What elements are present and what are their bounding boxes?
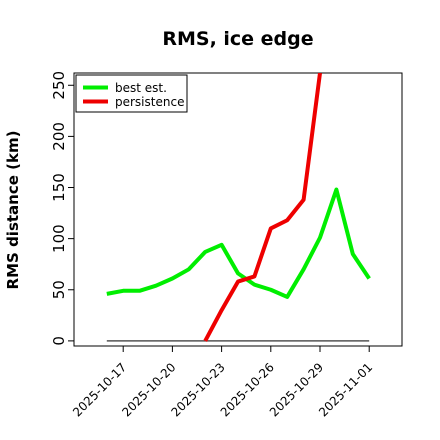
legend-label-best-est: best est. bbox=[115, 81, 167, 95]
y-tick-label: 150 bbox=[50, 173, 68, 202]
x-axis-ticks: 2025-10-172025-10-202025-10-232025-10-26… bbox=[70, 346, 375, 419]
y-tick-label: 100 bbox=[50, 224, 68, 253]
legend: best est. persistence bbox=[75, 74, 188, 113]
y-tick-label: 0 bbox=[50, 336, 68, 346]
series-line-best-est bbox=[106, 187, 371, 299]
y-tick-label: 50 bbox=[50, 280, 68, 299]
y-axis-label: RMS distance (km) bbox=[4, 131, 22, 290]
chart-title: RMS, ice edge bbox=[162, 28, 313, 50]
y-axis-ticks: 0 50 100 150 200 250 bbox=[50, 71, 74, 346]
legend-box bbox=[75, 74, 188, 113]
legend-label-persistence: persistence bbox=[115, 95, 184, 109]
series-line-persistence bbox=[203, 73, 322, 342]
y-tick-label: 200 bbox=[50, 122, 68, 151]
series-layer bbox=[106, 73, 371, 342]
y-tick-label: 250 bbox=[50, 71, 68, 100]
plot-frame bbox=[73, 72, 403, 347]
